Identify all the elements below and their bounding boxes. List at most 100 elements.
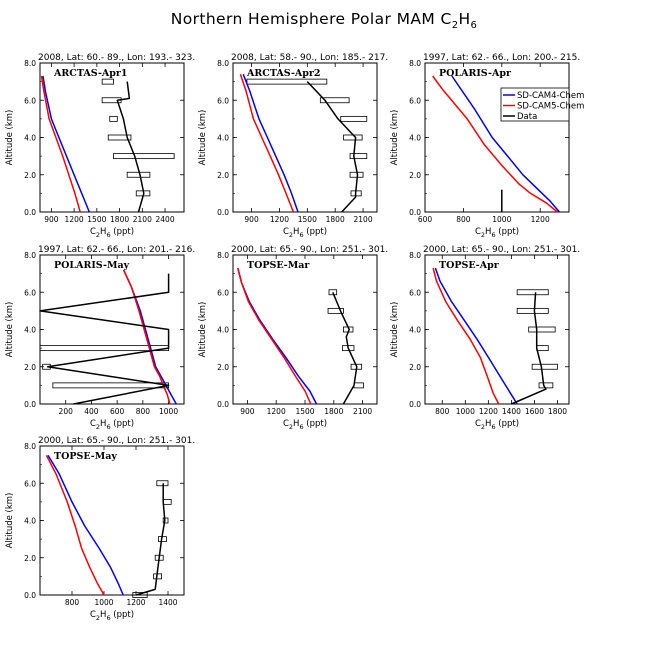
plot-frame xyxy=(424,254,570,405)
data-range-bar xyxy=(328,289,338,296)
campaign-title: TOPSE-Mar xyxy=(247,260,310,271)
panel-header: 1997, Lat: 62.- 66., Lon: 200.- 215. xyxy=(423,53,580,63)
series-line-cam5 xyxy=(432,75,558,213)
y-tick-label: 2.0 xyxy=(24,363,36,372)
y-axis-label: Altitude (km) xyxy=(5,302,15,358)
x-tick-label: 1000 xyxy=(159,407,178,416)
x-tick-label: 1200 xyxy=(65,215,84,224)
series-line-cam5 xyxy=(432,267,500,405)
data-range-bar xyxy=(107,134,132,141)
campaign-title: ARCTAS-Apr1 xyxy=(53,68,128,79)
plot-frame xyxy=(424,62,570,213)
x-tick-label: 2100 xyxy=(354,215,373,224)
data-range-bar xyxy=(132,592,148,598)
y-tick-label: 2.0 xyxy=(24,171,36,180)
y-tick-label: 2.0 xyxy=(409,171,421,180)
plot-frame xyxy=(232,254,378,405)
y-tick-label: 6.0 xyxy=(24,288,36,297)
x-tick-label: 1400 xyxy=(158,598,177,607)
data-range-bar xyxy=(162,498,172,505)
series-line-cam4 xyxy=(42,75,90,213)
x-tick-label: 900 xyxy=(244,215,259,224)
y-tick-label: 4.0 xyxy=(409,326,421,335)
x-tick-label: 1500 xyxy=(87,215,106,224)
data-range-bar xyxy=(52,382,169,389)
series-line-data xyxy=(306,81,359,213)
x-tick-label: 1200 xyxy=(126,598,145,607)
series-line-cam5 xyxy=(40,75,81,213)
y-tick-label: 0.0 xyxy=(24,400,36,409)
y-tick-label: 6.0 xyxy=(217,288,229,297)
series-line-cam4 xyxy=(47,454,124,596)
series-line-cam4 xyxy=(237,267,318,405)
data-range-bar xyxy=(162,517,169,524)
data-range-bar xyxy=(536,345,549,352)
y-tick-label: 6.0 xyxy=(409,96,421,105)
x-tick-label: 1800 xyxy=(110,215,129,224)
plot-frame xyxy=(39,445,185,596)
panel-topse-apr: 2000, Lat: 65.- 90., Lon: 251.- 301. 0.0 2… xyxy=(390,245,580,431)
x-tick-label: 600 xyxy=(110,407,125,416)
x-tick-label: 1200 xyxy=(479,407,498,416)
y-tick-label: 4.0 xyxy=(24,326,36,335)
panel-arctas-apr2: 2008, Lat: 58.- 90., Lon: 185.- 217. 0.0 2… xyxy=(198,53,388,239)
panel-arctas-apr1: 2008, Lat: 60.- 89., Lon: 193.- 323. 0.0 2… xyxy=(5,53,195,239)
panel-header: 2000, Lat: 65.- 90., Lon: 251.- 301. xyxy=(231,245,388,255)
y-tick-label: 6.0 xyxy=(24,479,36,488)
y-tick-label: 8.0 xyxy=(24,59,36,68)
figure-title: Northern Hemisphere Polar MAM C2H6 xyxy=(171,10,478,31)
data-range-bar xyxy=(126,171,151,178)
x-tick-label: 2400 xyxy=(156,215,175,224)
y-axis-label: Altitude (km) xyxy=(5,493,15,549)
panel-topse-mar: 2000, Lat: 65.- 90., Lon: 251.- 301. 0.0 2… xyxy=(198,245,388,431)
y-tick-label: 4.0 xyxy=(217,326,229,335)
y-tick-label: 8.0 xyxy=(24,442,36,451)
y-axis-label: Altitude (km) xyxy=(5,110,15,166)
x-axis-label: C2H6 (ppt) xyxy=(90,227,134,239)
x-tick-label: 1000 xyxy=(94,598,113,607)
series-line-data xyxy=(511,292,547,405)
y-tick-label: 8.0 xyxy=(217,59,229,68)
y-axis-label: Altitude (km) xyxy=(390,110,400,166)
campaign-title: POLARIS-May xyxy=(54,260,130,271)
y-tick-label: 8.0 xyxy=(24,251,36,260)
y-tick-label: 4.0 xyxy=(24,134,36,143)
series-line-cam5 xyxy=(239,73,295,213)
y-tick-label: 2.0 xyxy=(409,363,421,372)
data-range-bar xyxy=(319,97,350,104)
x-tick-label: 900 xyxy=(44,215,59,224)
series-line-data xyxy=(135,483,166,596)
x-axis-label: C2H6 (ppt) xyxy=(283,419,327,431)
x-tick-label: 400 xyxy=(84,407,99,416)
x-tick-label: 800 xyxy=(435,407,450,416)
x-tick-label: 200 xyxy=(59,407,74,416)
x-tick-label: 900 xyxy=(240,407,255,416)
panel-header: 2008, Lat: 58.- 90., Lon: 185.- 217. xyxy=(231,53,388,63)
y-tick-label: 2.0 xyxy=(217,171,229,180)
data-range-bar xyxy=(327,307,344,314)
y-tick-label: 4.0 xyxy=(217,134,229,143)
data-range-bar xyxy=(349,153,368,160)
x-tick-label: 1600 xyxy=(525,407,544,416)
x-axis-label: C2H6 (ppt) xyxy=(90,419,134,431)
y-axis-label: Altitude (km) xyxy=(390,302,400,358)
y-tick-label: 8.0 xyxy=(409,251,421,260)
y-tick-label: 0.0 xyxy=(217,208,229,217)
x-tick-label: 2100 xyxy=(133,215,152,224)
x-tick-label: 1000 xyxy=(492,215,511,224)
x-tick-label: 1800 xyxy=(548,407,567,416)
data-range-bar xyxy=(516,307,549,314)
y-tick-label: 0.0 xyxy=(409,400,421,409)
y-tick-label: 2.0 xyxy=(217,363,229,372)
series-line-cam5 xyxy=(237,267,312,405)
x-tick-label: 600 xyxy=(418,215,433,224)
data-range-bar xyxy=(516,289,549,296)
y-tick-label: 2.0 xyxy=(24,554,36,563)
y-tick-label: 6.0 xyxy=(409,288,421,297)
campaign-title: TOPSE-Apr xyxy=(439,260,500,271)
campaign-title: TOPSE-May xyxy=(54,451,117,462)
data-range-bar xyxy=(353,382,364,389)
y-tick-label: 0.0 xyxy=(24,208,36,217)
x-tick-label: 1800 xyxy=(326,215,345,224)
data-range-bar xyxy=(109,115,118,122)
